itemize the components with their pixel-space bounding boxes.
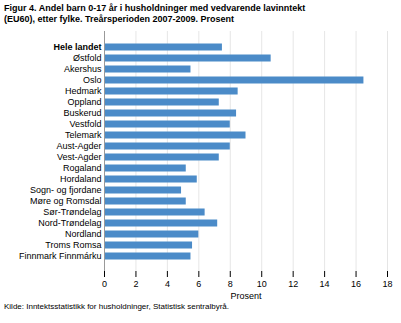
svg-text:2: 2	[133, 279, 138, 289]
svg-text:8: 8	[228, 279, 233, 289]
svg-text:0: 0	[102, 279, 107, 289]
svg-text:14: 14	[320, 279, 330, 289]
svg-text:Rogaland: Rogaland	[63, 163, 102, 173]
svg-text:Akershus: Akershus	[64, 64, 102, 74]
svg-text:Østfold: Østfold	[73, 53, 102, 63]
svg-text:4: 4	[165, 279, 170, 289]
svg-text:Sør-Trøndelag: Sør-Trøndelag	[43, 207, 101, 217]
svg-text:6: 6	[196, 279, 201, 289]
svg-text:Hordaland: Hordaland	[60, 174, 102, 184]
html-text:Figur 4. Andel barn 0-17 år i: Figur 4. Andel barn 0-17 år i husholdnin…	[4, 3, 306, 13]
html-text:Kilde: Inntektsstatistikk for: Kilde: Inntektsstatistikk for husholdnin…	[4, 302, 229, 311]
svg-text:Sogn- og fjordane: Sogn- og fjordane	[30, 185, 102, 195]
svg-text:Vest-Agder: Vest-Agder	[57, 152, 102, 162]
svg-text:16: 16	[351, 279, 361, 289]
svg-text:Aust-Agder: Aust-Agder	[56, 141, 101, 151]
svg-text:Nordland: Nordland	[65, 229, 102, 239]
svg-text:Hele landet: Hele landet	[53, 42, 101, 52]
svg-text:Vestfold: Vestfold	[69, 119, 101, 129]
svg-text:Nord-Trøndelag: Nord-Trøndelag	[38, 218, 101, 228]
svg-text:Oppland: Oppland	[67, 97, 101, 107]
svg-text:Troms Romsa: Troms Romsa	[45, 240, 101, 250]
svg-text:Buskerud: Buskerud	[63, 108, 101, 118]
svg-text:12: 12	[288, 279, 298, 289]
svg-text:Telemark: Telemark	[65, 130, 102, 140]
svg-text:Hedmark: Hedmark	[65, 86, 102, 96]
svg-text:Møre og Romsdal: Møre og Romsdal	[30, 196, 102, 206]
svg-text:Finnmark Finnmárku: Finnmark Finnmárku	[19, 251, 102, 261]
svg-text:18: 18	[382, 279, 392, 289]
svg-text:Oslo: Oslo	[83, 75, 102, 85]
svg-text:10: 10	[257, 279, 267, 289]
svg-text:Prosent: Prosent	[230, 291, 262, 301]
html-text:(EU60), etter fylke. Treårsper: (EU60), etter fylke. Treårsperioden 2007…	[4, 14, 235, 24]
